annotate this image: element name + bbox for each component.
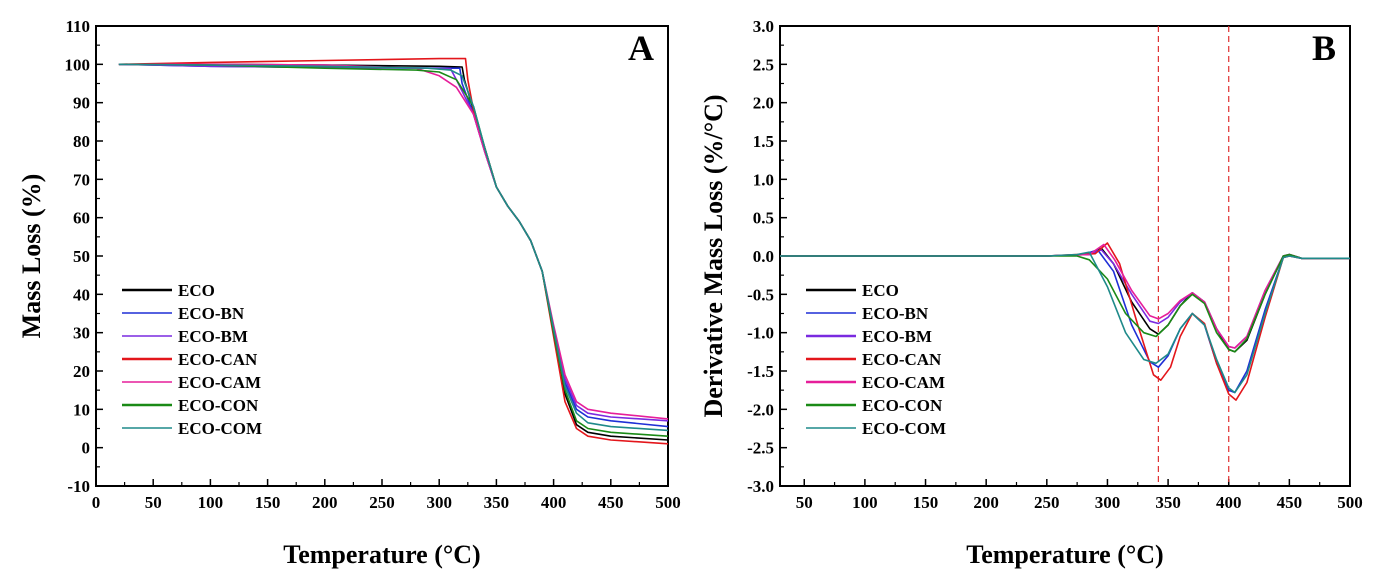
panel-a-x-tick-label: 150 — [255, 493, 281, 512]
panel-a-x-tick-label: 450 — [598, 493, 624, 512]
panel-a-x-tick-label: 400 — [541, 493, 567, 512]
panel-b-legend-label-eco-con: ECO-CON — [862, 396, 943, 415]
panel-a-series — [118, 57, 669, 445]
panel-b-x-tick-label: 50 — [796, 493, 813, 512]
panel-a-y-tick-label: 50 — [73, 247, 90, 266]
panel-b-legend-label-eco: ECO — [862, 281, 899, 300]
panel-a-x-tick-label: 500 — [655, 493, 681, 512]
panel-a-y-axis-title: Mass Loss (%) — [17, 174, 46, 339]
panel-a-y-tick-label: 30 — [73, 324, 90, 343]
panel-b-x-tick-label: 250 — [1034, 493, 1060, 512]
panel-a-y-tick-label: 70 — [73, 170, 90, 189]
panel-a-letter: A — [628, 28, 654, 68]
panel-a-legend-label-eco-con: ECO-CON — [178, 396, 259, 415]
panel-a-x-tick-label: 50 — [145, 493, 162, 512]
panel-a-y-tick-label: 110 — [65, 17, 90, 36]
panel-a-y-tick-label: 90 — [73, 94, 90, 113]
panel-b-y-tick-label: -0.5 — [747, 285, 774, 304]
panel-a-y-tick-label: 40 — [73, 285, 90, 304]
panel-b-y-tick-label: 1.0 — [753, 170, 774, 189]
panel-b-series — [780, 242, 1350, 401]
panel-b-legend-label-eco-can: ECO-CAN — [862, 350, 942, 369]
panel-a-x-tick-label: 250 — [369, 493, 395, 512]
panel-b-x-tick-label: 350 — [1155, 493, 1181, 512]
panel-a-legend-label-eco-bm: ECO-BM — [178, 327, 248, 346]
panel-b-derivative-chart: 50 100 150 200 250 300 350 400 450 500 -3.0 -2.5 -2.… — [699, 17, 1363, 569]
panel-b-x-tick-label: 150 — [913, 493, 939, 512]
panel-b-series-eco-com — [780, 251, 1350, 394]
panel-b-legend: ECO ECO-BN ECO-BM ECO-CAN ECO-CAM ECO-CON ECO-… — [806, 281, 946, 438]
panel-a-legend-label-eco-cam: ECO-CAM — [178, 373, 261, 392]
panel-b-series-eco-con — [780, 253, 1350, 353]
panel-a-y-tick-label: 0 — [82, 439, 91, 458]
panel-b-letter: B — [1312, 28, 1336, 68]
panel-a-legend-label-eco-com: ECO-COM — [178, 419, 262, 438]
panel-a-mass-loss-chart: 0 50 100 150 200 250 300 350 400 450 500-100102030… — [17, 17, 681, 569]
panel-a-x-tick-label: 200 — [312, 493, 338, 512]
panel-a-series-eco-com — [118, 63, 669, 432]
panel-b-legend-label-eco-com: ECO-COM — [862, 419, 946, 438]
panel-b-legend-label-eco-cam: ECO-CAM — [862, 373, 945, 392]
panel-a-x-tick-label: 100 — [198, 493, 224, 512]
panel-b-y-tick-label: 3.0 — [753, 17, 774, 36]
panel-b-y-tick-label: -2.5 — [747, 439, 774, 458]
panel-b-y-axis-title: Derivative Mass Loss (%/°C) — [699, 94, 728, 417]
panel-b-reference-lines — [1157, 26, 1230, 486]
panel-b-x-tick-label: 200 — [973, 493, 999, 512]
panel-a-legend: ECO ECO-BN ECO-BM ECO-CAN ECO-CAM ECO-CON ECO-… — [122, 281, 262, 438]
panel-b-x-tick-label: 500 — [1337, 493, 1363, 512]
panel-b-y-tick-label: 0.5 — [753, 209, 774, 228]
panel-b-y-tick-label: 1.5 — [753, 132, 774, 151]
panel-b-x-tick-label: 100 — [852, 493, 878, 512]
panel-b-x-tick-label: 450 — [1277, 493, 1303, 512]
panel-a-y-tick-label: 20 — [73, 362, 90, 381]
panel-a-legend-label-eco-can: ECO-CAN — [178, 350, 258, 369]
panel-b-y-tick-label: 2.5 — [753, 55, 774, 74]
panel-b-y-tick-label: 0.0 — [753, 247, 774, 266]
panel-a-x-tick-label: 350 — [484, 493, 510, 512]
panel-b-x-tick-label: 400 — [1216, 493, 1242, 512]
panel-b-x-axis-title: Temperature (°C) — [966, 540, 1163, 569]
panel-b-x-tick-label: 300 — [1095, 493, 1121, 512]
panel-b-y-tick-label: -3.0 — [747, 477, 774, 496]
panel-a-y-tick-label: 100 — [65, 55, 91, 74]
panel-a-x-axis-title: Temperature (°C) — [283, 540, 480, 569]
panel-b-legend-label-eco-bm: ECO-BM — [862, 327, 932, 346]
panel-a-x-tick-label: 300 — [426, 493, 452, 512]
panel-b-y-tick-label: -2.0 — [747, 400, 774, 419]
panel-a-x-tick-label: 0 — [92, 493, 101, 512]
panel-a-y-tick-label: -10 — [67, 477, 90, 496]
panel-b-y-tick-label: -1.5 — [747, 362, 774, 381]
panel-a-y-tick-label: 10 — [73, 400, 90, 419]
panel-a-y-tick-label: 60 — [73, 209, 90, 228]
panel-b-ticks: 50 100 150 200 250 300 350 400 450 500 -3.0 -2.5 -2.… — [747, 17, 1363, 512]
panel-b-y-tick-label: 2.0 — [753, 94, 774, 113]
panel-a-ticks: 0 50 100 150 200 250 300 350 400 450 500-100102030… — [65, 17, 681, 512]
panel-a-y-tick-label: 80 — [73, 132, 90, 151]
panel-a-legend-label-eco: ECO — [178, 281, 215, 300]
panel-b-legend-label-eco-bn: ECO-BN — [862, 304, 929, 323]
panel-a-legend-label-eco-bn: ECO-BN — [178, 304, 245, 323]
panel-b-y-tick-label: -1.0 — [747, 324, 774, 343]
